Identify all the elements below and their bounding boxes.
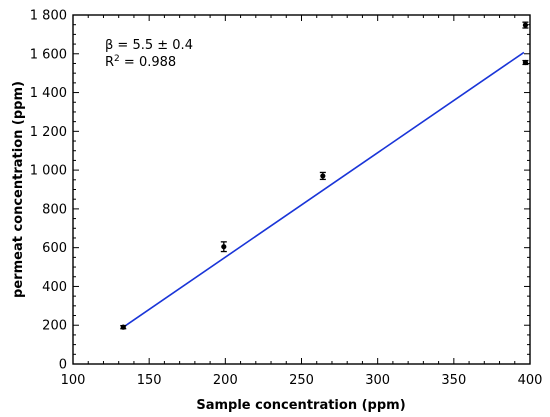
data-point: [522, 22, 529, 28]
plot-frame: [72, 14, 531, 365]
y-tick-label: 200: [42, 319, 67, 334]
y-tick-label: 600: [42, 241, 67, 256]
x-axis-title: Sample concentration (ppm): [196, 398, 405, 413]
data-point: [522, 59, 529, 66]
beta-annotation: β = 5.5 ± 0.4: [105, 38, 193, 53]
x-tick-label: 350: [441, 373, 466, 388]
x-tick-label: 100: [61, 373, 86, 388]
data-point: [221, 244, 227, 250]
y-axis-title: permeat concentration (ppm): [11, 81, 26, 298]
y-tick-label: 0: [59, 358, 67, 373]
y-tick-label: 800: [42, 202, 67, 217]
x-tick-label: 250: [289, 373, 314, 388]
x-tick-label: 300: [365, 373, 390, 388]
fit-line-layer: [122, 51, 525, 328]
y-tick-label: 1 800: [30, 9, 67, 24]
r-squared-annotation: R2 = 0.988: [105, 54, 176, 70]
data-point: [320, 173, 326, 179]
x-tick-label: 150: [137, 373, 162, 388]
y-tick-label: 400: [42, 280, 67, 295]
y-tick-label: 1 400: [30, 86, 67, 101]
fit-line: [122, 51, 525, 328]
y-tick-label: 1 200: [30, 125, 67, 140]
x-tick-label: 400: [518, 373, 543, 388]
y-tick-label: 1 600: [30, 47, 67, 62]
points-layer: [120, 21, 529, 330]
x-tick-label: 200: [213, 373, 238, 388]
y-tick-label: 1 000: [30, 164, 67, 179]
data-point: [120, 324, 126, 330]
